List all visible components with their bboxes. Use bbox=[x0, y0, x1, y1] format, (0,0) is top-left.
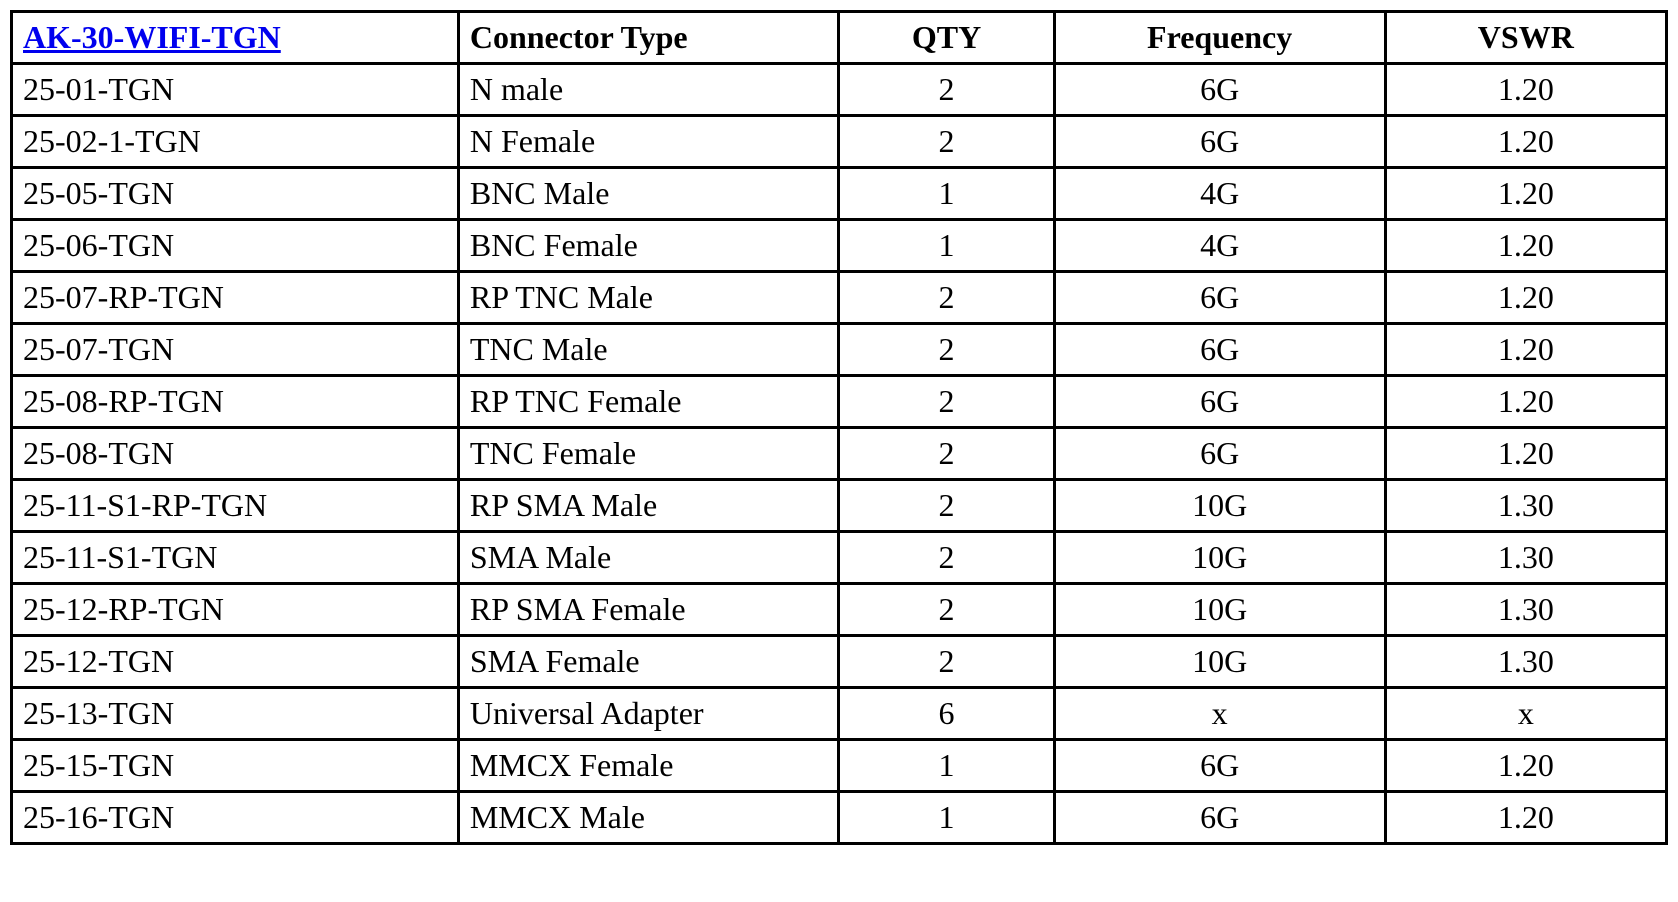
cell-vswr: 1.20 bbox=[1385, 220, 1666, 272]
cell-qty: 2 bbox=[839, 532, 1054, 584]
cell-partno: 25-15-TGN bbox=[12, 740, 459, 792]
cell-vswr: x bbox=[1385, 688, 1666, 740]
table-row: 25-12-RP-TGNRP SMA Female210G1.30 bbox=[12, 584, 1667, 636]
cell-connector-type: TNC Male bbox=[458, 324, 839, 376]
cell-qty: 1 bbox=[839, 792, 1054, 844]
cell-qty: 2 bbox=[839, 324, 1054, 376]
cell-vswr: 1.20 bbox=[1385, 168, 1666, 220]
cell-qty: 2 bbox=[839, 428, 1054, 480]
cell-vswr: 1.20 bbox=[1385, 376, 1666, 428]
header-vswr: VSWR bbox=[1385, 12, 1666, 64]
cell-connector-type: MMCX Female bbox=[458, 740, 839, 792]
cell-frequency: 6G bbox=[1054, 740, 1385, 792]
table-row: 25-11-S1-TGNSMA Male210G1.30 bbox=[12, 532, 1667, 584]
cell-connector-type: RP TNC Male bbox=[458, 272, 839, 324]
cell-qty: 2 bbox=[839, 636, 1054, 688]
header-title-link-cell: AK-30-WIFI-TGN bbox=[12, 12, 459, 64]
header-connector-type: Connector Type bbox=[458, 12, 839, 64]
cell-partno: 25-11-S1-RP-TGN bbox=[12, 480, 459, 532]
table-row: 25-02-1-TGNN Female26G1.20 bbox=[12, 116, 1667, 168]
cell-frequency: 10G bbox=[1054, 584, 1385, 636]
table-row: 25-08-RP-TGNRP TNC Female26G1.20 bbox=[12, 376, 1667, 428]
header-qty: QTY bbox=[839, 12, 1054, 64]
cell-partno: 25-05-TGN bbox=[12, 168, 459, 220]
table-row: 25-05-TGNBNC Male14G1.20 bbox=[12, 168, 1667, 220]
cell-frequency: 6G bbox=[1054, 792, 1385, 844]
cell-partno: 25-07-RP-TGN bbox=[12, 272, 459, 324]
cell-frequency: 10G bbox=[1054, 532, 1385, 584]
cell-vswr: 1.20 bbox=[1385, 324, 1666, 376]
cell-vswr: 1.30 bbox=[1385, 636, 1666, 688]
cell-qty: 2 bbox=[839, 116, 1054, 168]
table-header-row: AK-30-WIFI-TGN Connector Type QTY Freque… bbox=[12, 12, 1667, 64]
cell-connector-type: RP SMA Female bbox=[458, 584, 839, 636]
kit-title-link[interactable]: AK-30-WIFI-TGN bbox=[23, 19, 281, 55]
cell-frequency: 4G bbox=[1054, 168, 1385, 220]
connector-table: AK-30-WIFI-TGN Connector Type QTY Freque… bbox=[10, 10, 1668, 845]
cell-partno: 25-08-RP-TGN bbox=[12, 376, 459, 428]
cell-frequency: 6G bbox=[1054, 376, 1385, 428]
cell-vswr: 1.20 bbox=[1385, 428, 1666, 480]
cell-connector-type: Universal Adapter bbox=[458, 688, 839, 740]
cell-partno: 25-12-TGN bbox=[12, 636, 459, 688]
cell-connector-type: RP SMA Male bbox=[458, 480, 839, 532]
cell-partno: 25-07-TGN bbox=[12, 324, 459, 376]
header-frequency: Frequency bbox=[1054, 12, 1385, 64]
cell-vswr: 1.20 bbox=[1385, 116, 1666, 168]
cell-vswr: 1.20 bbox=[1385, 740, 1666, 792]
cell-partno: 25-13-TGN bbox=[12, 688, 459, 740]
cell-qty: 1 bbox=[839, 740, 1054, 792]
cell-qty: 2 bbox=[839, 64, 1054, 116]
cell-connector-type: SMA Female bbox=[458, 636, 839, 688]
cell-partno: 25-16-TGN bbox=[12, 792, 459, 844]
cell-partno: 25-08-TGN bbox=[12, 428, 459, 480]
table-body: 25-01-TGNN male26G1.2025-02-1-TGNN Femal… bbox=[12, 64, 1667, 844]
cell-qty: 2 bbox=[839, 376, 1054, 428]
cell-qty: 1 bbox=[839, 220, 1054, 272]
table-row: 25-15-TGNMMCX Female16G1.20 bbox=[12, 740, 1667, 792]
table-row: 25-07-RP-TGNRP TNC Male26G1.20 bbox=[12, 272, 1667, 324]
cell-vswr: 1.20 bbox=[1385, 64, 1666, 116]
cell-qty: 2 bbox=[839, 584, 1054, 636]
table-row: 25-08-TGNTNC Female26G1.20 bbox=[12, 428, 1667, 480]
cell-qty: 6 bbox=[839, 688, 1054, 740]
cell-frequency: 6G bbox=[1054, 64, 1385, 116]
table-row: 25-06-TGNBNC Female14G1.20 bbox=[12, 220, 1667, 272]
cell-frequency: 6G bbox=[1054, 116, 1385, 168]
cell-partno: 25-06-TGN bbox=[12, 220, 459, 272]
cell-qty: 2 bbox=[839, 480, 1054, 532]
cell-partno: 25-02-1-TGN bbox=[12, 116, 459, 168]
cell-frequency: 4G bbox=[1054, 220, 1385, 272]
cell-vswr: 1.30 bbox=[1385, 480, 1666, 532]
cell-vswr: 1.30 bbox=[1385, 532, 1666, 584]
cell-frequency: x bbox=[1054, 688, 1385, 740]
cell-qty: 2 bbox=[839, 272, 1054, 324]
cell-frequency: 10G bbox=[1054, 480, 1385, 532]
table-row: 25-11-S1-RP-TGNRP SMA Male210G1.30 bbox=[12, 480, 1667, 532]
cell-partno: 25-11-S1-TGN bbox=[12, 532, 459, 584]
cell-connector-type: BNC Male bbox=[458, 168, 839, 220]
cell-vswr: 1.20 bbox=[1385, 792, 1666, 844]
table-row: 25-01-TGNN male26G1.20 bbox=[12, 64, 1667, 116]
cell-connector-type: N Female bbox=[458, 116, 839, 168]
cell-partno: 25-12-RP-TGN bbox=[12, 584, 459, 636]
cell-vswr: 1.30 bbox=[1385, 584, 1666, 636]
cell-connector-type: TNC Female bbox=[458, 428, 839, 480]
cell-connector-type: N male bbox=[458, 64, 839, 116]
cell-connector-type: SMA Male bbox=[458, 532, 839, 584]
cell-qty: 1 bbox=[839, 168, 1054, 220]
cell-frequency: 6G bbox=[1054, 324, 1385, 376]
table-row: 25-12-TGNSMA Female210G1.30 bbox=[12, 636, 1667, 688]
cell-frequency: 6G bbox=[1054, 272, 1385, 324]
table-row: 25-07-TGNTNC Male26G1.20 bbox=[12, 324, 1667, 376]
table-row: 25-13-TGNUniversal Adapter6xx bbox=[12, 688, 1667, 740]
cell-partno: 25-01-TGN bbox=[12, 64, 459, 116]
cell-vswr: 1.20 bbox=[1385, 272, 1666, 324]
cell-frequency: 10G bbox=[1054, 636, 1385, 688]
cell-connector-type: RP TNC Female bbox=[458, 376, 839, 428]
cell-frequency: 6G bbox=[1054, 428, 1385, 480]
cell-connector-type: MMCX Male bbox=[458, 792, 839, 844]
cell-connector-type: BNC Female bbox=[458, 220, 839, 272]
table-row: 25-16-TGNMMCX Male16G1.20 bbox=[12, 792, 1667, 844]
